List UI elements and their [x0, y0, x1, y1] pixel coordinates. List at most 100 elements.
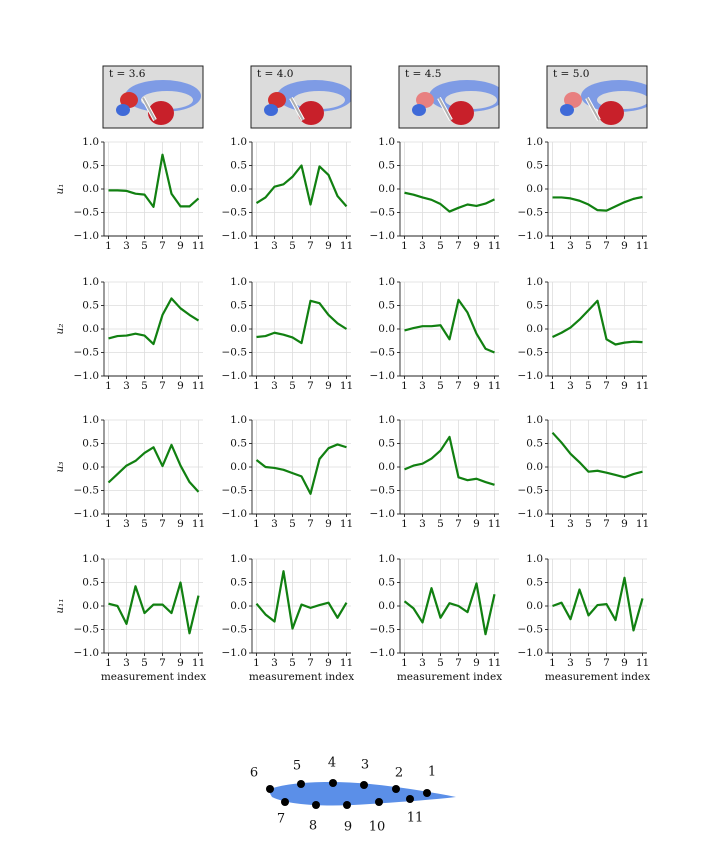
y-tick-label: −1.0: [518, 647, 544, 659]
line-chart: −1.0 −0.5 0.0 0.5 1.0 1 3 5 7 9 11 u₂: [54, 276, 205, 392]
sensor-label: 11: [407, 811, 424, 826]
x-tick-label: 11: [192, 240, 205, 252]
airfoil-snap: [290, 97, 304, 121]
x-tick-label: 5: [289, 518, 296, 530]
y-tick-label: 0.5: [230, 577, 247, 589]
y-tick-label: −0.5: [370, 347, 396, 359]
y-axis-label: u₂: [54, 324, 66, 335]
line-chart: −1.0 −0.5 0.0 0.5 1.0 1 3 5 7 9 11 measurement inde…: [222, 553, 355, 683]
sensor-label: 4: [328, 756, 336, 771]
x-tick-label: 9: [177, 657, 184, 669]
y-tick-label: 0.5: [82, 160, 99, 172]
y-tick-label: −1.0: [518, 508, 544, 520]
y-tick-label: 1.0: [526, 553, 543, 565]
snapshot: t = 3.6: [102, 65, 204, 129]
x-tick-label: 3: [419, 380, 426, 392]
x-tick-label: 11: [340, 380, 353, 392]
x-tick-label: 5: [289, 240, 296, 252]
snapshot-label: t = 3.6: [109, 68, 146, 80]
snapshot-frame: [102, 65, 204, 129]
x-tick-label: 9: [621, 518, 628, 530]
x-tick-label: 5: [289, 380, 296, 392]
x-tick-label: 3: [419, 657, 426, 669]
y-tick-label: −1.0: [222, 508, 248, 520]
x-tick-label: 7: [159, 240, 166, 252]
x-axis-label: measurement index: [249, 671, 354, 683]
x-tick-label: 3: [567, 240, 574, 252]
x-tick-label: 5: [585, 380, 592, 392]
x-tick-label: 9: [621, 657, 628, 669]
y-tick-label: −0.5: [74, 485, 100, 497]
x-tick-label: 3: [567, 518, 574, 530]
y-tick-label: 0.5: [378, 160, 395, 172]
y-tick-label: −0.5: [74, 624, 100, 636]
x-tick-label: 3: [123, 657, 130, 669]
line-chart: −1.0 −0.5 0.0 0.5 1.0 1 3 5 7 9 11: [222, 414, 354, 530]
x-tick-label: 11: [488, 657, 501, 669]
line-chart: −1.0 −0.5 0.0 0.5 1.0 1 3 5 7 9 11 u₃: [54, 414, 205, 530]
x-tick-label: 1: [401, 380, 408, 392]
y-tick-label: −1.0: [222, 647, 248, 659]
y-axis-label: u₃: [54, 462, 66, 473]
y-tick-label: 1.0: [230, 553, 247, 565]
line-chart: −1.0 −0.5 0.0 0.5 1.0 1 3 5 7 9 11 u₁: [54, 136, 205, 252]
x-tick-label: 9: [177, 240, 184, 252]
x-tick-label: 1: [401, 240, 408, 252]
y-tick-label: −1.0: [74, 370, 100, 382]
x-tick-label: 3: [271, 380, 278, 392]
y-tick-label: −0.5: [518, 624, 544, 636]
x-tick-label: 11: [636, 657, 649, 669]
y-tick-label: −0.5: [222, 485, 248, 497]
data-line: [108, 153, 200, 208]
y-tick-label: 1.0: [378, 136, 395, 148]
sensor-label: 7: [277, 812, 285, 827]
y-tick-label: 0.0: [82, 323, 99, 335]
x-tick-label: 5: [141, 518, 148, 530]
y-tick-label: 0.0: [526, 183, 543, 195]
x-tick-label: 11: [488, 240, 501, 252]
x-tick-label: 9: [473, 380, 480, 392]
snapshot-field: [103, 66, 203, 128]
snapshot-frame: [250, 65, 352, 129]
x-tick-label: 11: [340, 657, 353, 669]
y-tick-label: 0.0: [230, 600, 247, 612]
y-tick-label: 0.5: [230, 300, 247, 312]
y-tick-label: 0.5: [526, 438, 543, 450]
x-tick-label: 11: [192, 657, 205, 669]
data-line: [403, 582, 496, 636]
snapshot: t = 5.0: [546, 65, 648, 129]
x-tick-label: 1: [105, 380, 112, 392]
y-tick-label: −1.0: [74, 647, 100, 659]
vortex: [268, 92, 286, 108]
snapshot: t = 4.0: [250, 65, 352, 129]
line-chart: −1.0 −0.5 0.0 0.5 1.0 1 3 5 7 9 11: [370, 276, 502, 392]
y-tick-label: 1.0: [378, 414, 395, 426]
y-tick-label: 0.0: [82, 461, 99, 473]
sensor-label: 1: [428, 765, 436, 780]
sensor: [360, 781, 368, 789]
sensor: [281, 798, 289, 806]
sensor: [297, 780, 305, 788]
snapshot-frame: [546, 65, 648, 129]
x-tick-label: 5: [437, 380, 444, 392]
y-tick-label: −0.5: [518, 485, 544, 497]
y-tick-label: −0.5: [222, 624, 248, 636]
y-tick-label: 1.0: [378, 276, 395, 288]
y-tick-label: 0.0: [82, 183, 99, 195]
sensor-label: 5: [293, 759, 301, 774]
sensor-label: 8: [309, 819, 317, 834]
y-tick-label: −1.0: [370, 647, 396, 659]
snapshot-field: [399, 66, 499, 128]
sensor-label: 9: [344, 820, 352, 835]
x-tick-label: 9: [325, 380, 332, 392]
y-tick-label: 1.0: [230, 136, 247, 148]
x-tick-label: 1: [253, 380, 260, 392]
x-tick-label: 7: [455, 518, 462, 530]
sensor-label: 6: [250, 766, 258, 781]
data-line: [404, 298, 495, 354]
data-line: [107, 443, 200, 493]
line-chart: −1.0 −0.5 0.0 0.5 1.0 1 3 5 7 9 11: [370, 414, 502, 530]
data-line: [552, 576, 644, 632]
y-axis-label: u₁₁: [54, 598, 66, 613]
y-tick-label: 1.0: [82, 414, 99, 426]
